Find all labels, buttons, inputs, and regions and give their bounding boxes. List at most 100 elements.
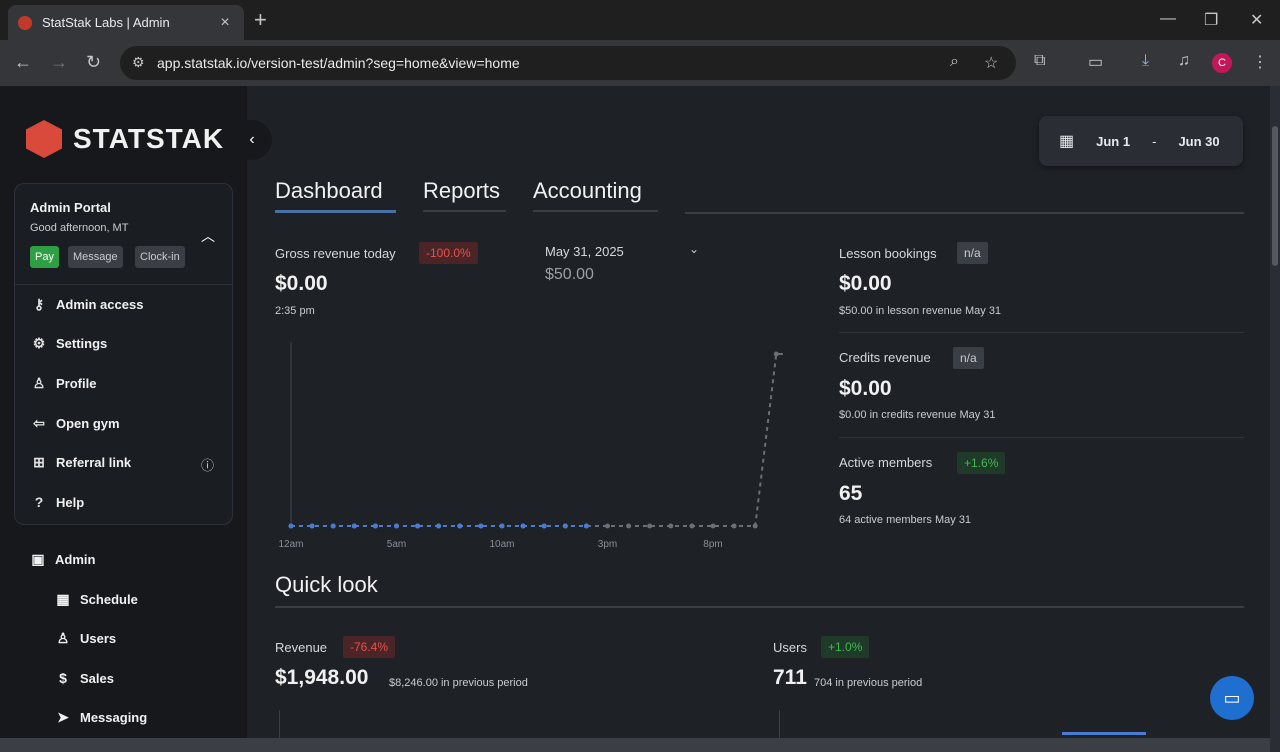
tab-accounting[interactable]: Accounting <box>533 178 642 203</box>
ql-users-badge: +1.0% <box>821 636 870 658</box>
minimize-icon[interactable]: — <box>1160 10 1176 27</box>
menu-item-profile[interactable]: ♙ Profile <box>30 375 97 392</box>
lesson-bookings-value: $0.00 <box>839 272 892 295</box>
date-range-picker[interactable]: ▦ Jun 1 - Jun 30 <box>1039 116 1243 166</box>
menu-item-label: Admin access <box>56 297 144 312</box>
gear-icon: ⚙ <box>32 335 46 351</box>
data-point <box>541 523 547 529</box>
favicon-icon <box>18 15 32 30</box>
nav-section-admin[interactable]: ▣ Admin <box>29 551 95 568</box>
portal-greeting: Good afternoon, MT <box>30 222 129 234</box>
data-point <box>583 523 589 529</box>
menu-item-open-gym[interactable]: ⇦ Open gym <box>30 415 119 432</box>
key-icon: ⚷ <box>33 296 45 312</box>
tab-underline <box>533 210 658 212</box>
cast-icon[interactable]: ▭ <box>1088 54 1104 71</box>
nav-item-label: Users <box>80 631 117 646</box>
menu-item-help[interactable]: ? Help <box>30 494 84 510</box>
reload-icon[interactable]: ↻ <box>86 52 102 72</box>
tab-dashboard[interactable]: Dashboard <box>275 178 383 203</box>
forward-icon[interactable]: → <box>50 52 68 72</box>
menu-icon[interactable]: ⋮ <box>1252 54 1268 71</box>
tab-reports[interactable]: Reports <box>423 178 501 203</box>
date-separator: - <box>1152 133 1157 149</box>
data-point <box>668 523 674 529</box>
scroll-thumb[interactable] <box>1272 126 1278 266</box>
active-tab-indicator <box>275 210 396 213</box>
compare-date[interactable]: May 31, 2025 <box>545 244 624 259</box>
address-bar[interactable]: ⚙ app.statstak.io/version-test/admin?seg… <box>120 46 1016 80</box>
zoom-icon[interactable]: ⌕ <box>950 53 959 70</box>
calendar-icon: ▦ <box>1059 133 1075 150</box>
users-chart-line <box>1062 732 1146 735</box>
users-icon: ♙ <box>56 630 70 646</box>
vertical-scrollbar[interactable] <box>1270 86 1280 752</box>
nav-item-schedule[interactable]: ▦ Schedule <box>54 591 137 608</box>
data-point <box>710 523 716 529</box>
date-from: Jun 1 <box>1096 133 1131 149</box>
data-point <box>372 523 378 529</box>
data-point <box>605 523 610 529</box>
user-icon: ♙ <box>32 375 46 391</box>
x-tick-label: 8pm <box>703 539 722 550</box>
profile-avatar[interactable]: C <box>1212 53 1232 73</box>
browser-toolbar: ← → ↻ ⚙ app.statstak.io/version-test/adm… <box>0 40 1280 86</box>
chevron-down-icon[interactable]: ⌄ <box>689 242 700 256</box>
x-tick-label: 3pm <box>598 539 617 550</box>
restore-icon[interactable]: ❐ <box>1204 12 1219 29</box>
media-icon[interactable]: ♫ <box>1178 52 1190 69</box>
browser-tab[interactable]: StatStak Labs | Admin × <box>8 5 244 40</box>
data-point <box>752 523 758 529</box>
nav-item-users[interactable]: ♙ Users <box>54 630 116 647</box>
nav-item-sales[interactable]: $ Sales <box>54 670 114 686</box>
message-button[interactable]: Message <box>68 246 123 268</box>
new-tab-icon[interactable]: + <box>254 7 267 32</box>
collapse-sidebar-button[interactable]: ‹ <box>232 120 272 160</box>
site-info-icon[interactable]: ⚙ <box>132 54 145 70</box>
browser-tabbar: StatStak Labs | Admin × + — ❐ ✕ <box>0 0 1280 40</box>
window-close-icon[interactable]: ✕ <box>1250 12 1264 29</box>
lesson-bookings-label: Lesson bookings <box>839 246 937 261</box>
url-text[interactable]: app.statstak.io/version-test/admin?seg=h… <box>157 55 520 71</box>
lesson-bookings-sub: $50.00 in lesson revenue May 31 <box>839 305 1002 317</box>
info-icon[interactable]: ⓘ <box>201 458 215 473</box>
nav-item-messaging[interactable]: ➤ Messaging <box>54 709 147 726</box>
door-icon: ⇦ <box>33 415 45 431</box>
clock-in-button[interactable]: Clock-in <box>135 246 185 268</box>
data-point <box>647 523 653 529</box>
bookmark-star-icon[interactable]: ☆ <box>984 55 999 72</box>
compare-value: $50.00 <box>545 266 594 283</box>
credits-revenue-sub: $0.00 in credits revenue May 31 <box>839 409 996 421</box>
nav-section-label: Admin <box>55 552 96 567</box>
tab-underline <box>423 210 506 212</box>
ql-revenue-sub: $8,246.00 in previous period <box>389 677 528 689</box>
data-point <box>351 523 357 529</box>
extensions-icon[interactable]: ⧉ <box>1034 52 1046 69</box>
menu-item-admin-access[interactable]: ⚷ Admin access <box>30 296 144 313</box>
data-point <box>773 351 779 357</box>
ql-revenue-badge: -76.4% <box>343 636 396 658</box>
divider <box>15 284 232 285</box>
chat-icon: ▭ <box>1223 687 1241 708</box>
data-point <box>689 523 695 529</box>
portal-title: Admin Portal <box>30 200 111 215</box>
quick-look-title: Quick look <box>275 572 378 597</box>
gross-revenue-badge: -100.0% <box>419 242 478 264</box>
chevron-up-icon[interactable]: ︿ <box>201 228 215 244</box>
active-members-badge: +1.6% <box>957 452 1006 474</box>
chart-axis <box>779 710 780 752</box>
horizontal-scrollbar[interactable] <box>0 738 1270 752</box>
data-point <box>626 523 632 529</box>
download-icon[interactable]: ⤓ <box>1142 52 1150 69</box>
menu-item-settings[interactable]: ⚙ Settings <box>30 335 108 352</box>
data-point <box>520 523 526 529</box>
back-icon[interactable]: ← <box>14 52 32 72</box>
ql-revenue-label: Revenue <box>275 640 328 655</box>
menu-item-referral-link[interactable]: ⊞ Referral link <box>30 454 131 471</box>
logo[interactable]: STATSTAK <box>26 120 224 158</box>
credits-revenue-value: $0.00 <box>839 377 892 400</box>
pay-button[interactable]: Pay <box>30 246 59 268</box>
close-icon[interactable]: × <box>220 13 230 31</box>
chart-axis <box>279 710 280 752</box>
chat-button[interactable]: ▭ <box>1210 676 1254 720</box>
